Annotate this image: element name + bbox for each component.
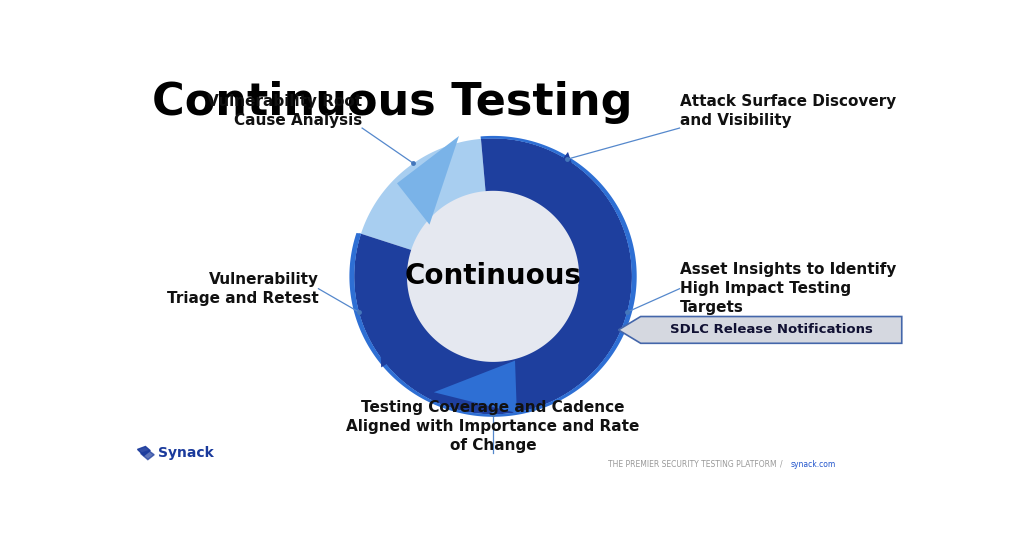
Polygon shape xyxy=(140,450,155,460)
Text: Testing Coverage and Cadence
Aligned with Importance and Rate
of Change: Testing Coverage and Cadence Aligned wit… xyxy=(346,400,640,454)
Polygon shape xyxy=(618,317,902,343)
Polygon shape xyxy=(407,191,580,362)
Text: THE PREMIER SECURITY TESTING PLATFORM: THE PREMIER SECURITY TESTING PLATFORM xyxy=(608,460,777,469)
Polygon shape xyxy=(352,137,634,416)
Polygon shape xyxy=(349,136,637,417)
Polygon shape xyxy=(397,136,459,225)
Polygon shape xyxy=(536,152,598,241)
Polygon shape xyxy=(378,276,426,368)
Text: Continuous Testing: Continuous Testing xyxy=(152,81,632,124)
Text: synack.com: synack.com xyxy=(791,460,836,469)
Text: Attack Surface Discovery
and Visibility: Attack Surface Discovery and Visibility xyxy=(680,94,896,128)
Text: Asset Insights to Identify
High Impact Testing
Targets: Asset Insights to Identify High Impact T… xyxy=(680,262,896,316)
Text: Vulnerability Root
Cause Analysis: Vulnerability Root Cause Analysis xyxy=(207,94,362,128)
Text: Synack: Synack xyxy=(158,447,214,461)
Polygon shape xyxy=(579,284,629,373)
Text: Continuous: Continuous xyxy=(404,262,582,291)
Polygon shape xyxy=(354,139,632,414)
Polygon shape xyxy=(137,447,151,456)
Text: Vulnerability
Triage and Retest: Vulnerability Triage and Retest xyxy=(167,272,318,306)
Polygon shape xyxy=(434,361,517,413)
Text: /: / xyxy=(780,460,783,469)
Text: SDLC Release Notifications: SDLC Release Notifications xyxy=(670,324,872,337)
Polygon shape xyxy=(361,139,485,250)
